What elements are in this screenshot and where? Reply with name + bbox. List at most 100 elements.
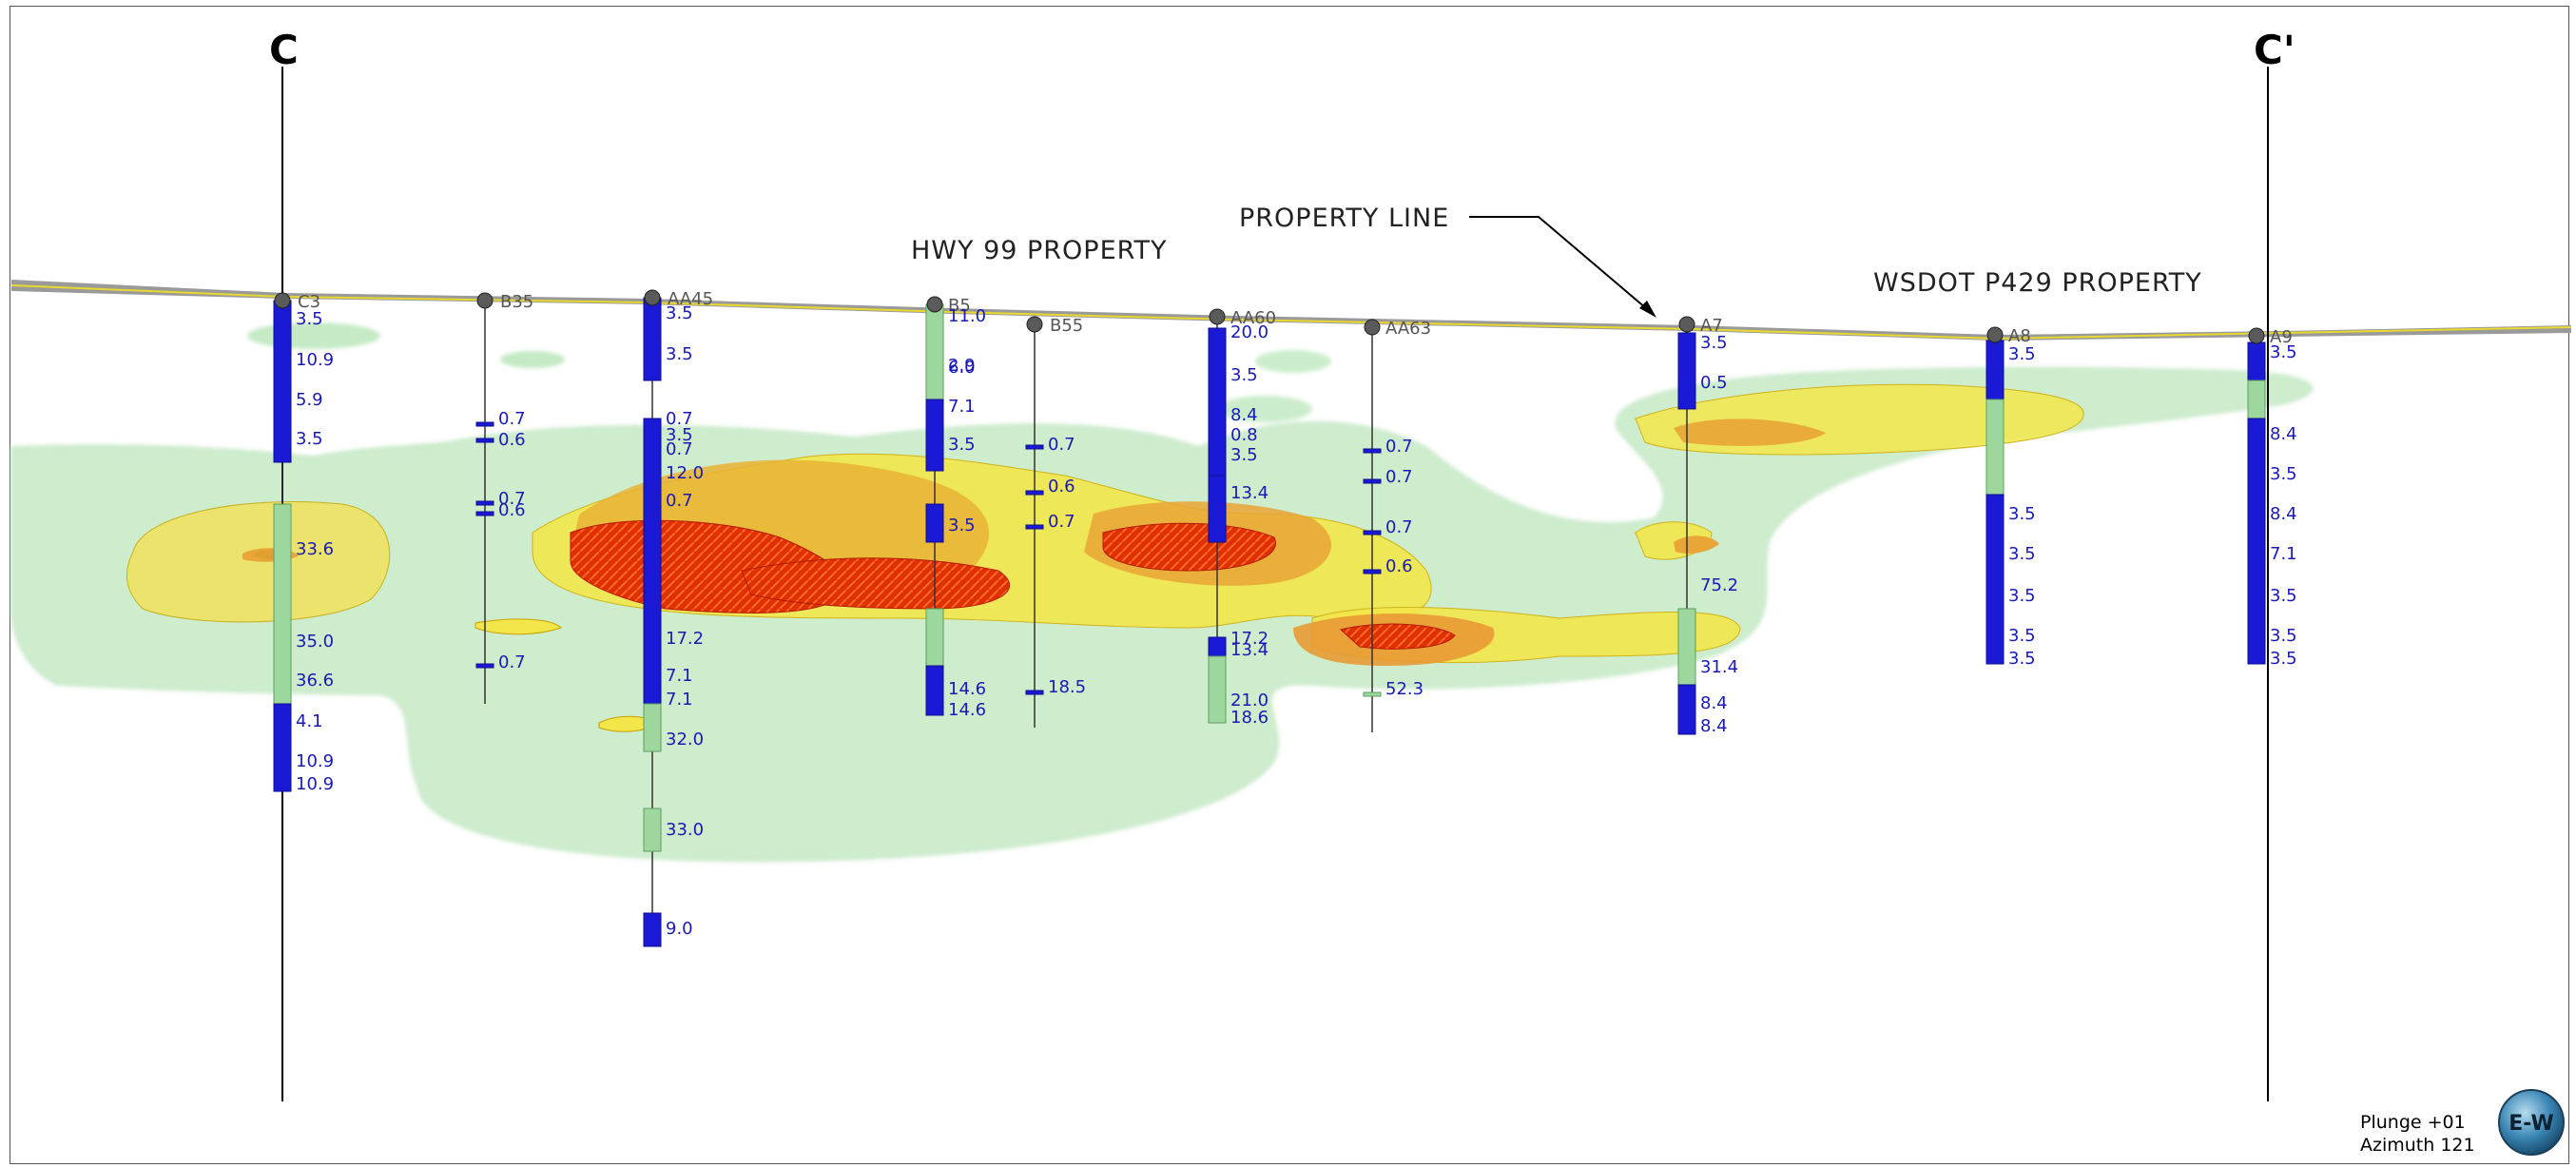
concentration-label: 14.6: [948, 700, 986, 720]
yellow-plume: [126, 383, 2084, 732]
concentration-label: 35.0: [296, 632, 334, 652]
screen-interval: [925, 665, 944, 716]
screen-interval: [475, 500, 494, 506]
well-name-label: AA45: [668, 289, 713, 309]
concentration-label: 9.0: [666, 919, 693, 939]
concentration-label: 3.5: [2008, 344, 2036, 364]
well-name-label: A9: [2270, 327, 2293, 347]
well-name-label: C3: [298, 292, 320, 312]
hwy99-property-label: HWY 99 PROPERTY: [911, 236, 1168, 265]
concentration-label: 11.0: [948, 306, 986, 326]
screen-interval: [1363, 478, 1382, 484]
screen-interval: [925, 303, 944, 400]
concentration-label: 17.2: [1230, 629, 1269, 649]
concentration-label: 3.5: [948, 516, 976, 535]
well-head-marker: [476, 292, 494, 309]
concentration-label: 13.4: [1230, 483, 1269, 503]
plunge-readout: Plunge +01: [2360, 1112, 2466, 1133]
concentration-label: 3.5: [1700, 333, 1728, 353]
screen-interval: [643, 297, 662, 381]
concentration-label: 0.6: [498, 500, 526, 520]
concentration-label: 0.6: [498, 430, 526, 450]
screen-interval: [1208, 327, 1227, 477]
concentration-label: 3.5: [666, 425, 693, 445]
screen-interval: [1677, 608, 1696, 686]
screen-interval: [1985, 494, 2005, 665]
concentration-label: 3.5: [2270, 464, 2297, 484]
screen-interval: [1208, 636, 1227, 657]
screen-interval: [1208, 475, 1227, 543]
well-name-label: AA63: [1385, 319, 1431, 339]
concentration-label: 0.6: [1048, 477, 1075, 496]
well-name-label: B5: [948, 296, 971, 316]
concentration-label: 10.9: [296, 751, 334, 771]
screen-interval: [273, 300, 292, 463]
well-head-marker: [2248, 327, 2265, 344]
screen-interval: [2247, 341, 2266, 381]
concentration-label: 3.5: [2270, 342, 2297, 362]
screen-interval: [1025, 690, 1044, 695]
compass-label: E-W: [2508, 1112, 2553, 1136]
concentration-label: 31.4: [1700, 657, 1738, 677]
screen-interval: [925, 399, 944, 472]
property-line-arrowhead: [1639, 301, 1656, 318]
concentration-label: 7.1: [2270, 544, 2297, 564]
screen-interval: [273, 503, 292, 705]
concentration-label: 36.6: [296, 671, 334, 691]
well-name-label: B55: [1050, 316, 1083, 336]
concentration-label: 12.0: [666, 463, 704, 483]
screen-interval: [475, 421, 494, 427]
concentration-label: 0.6: [1385, 556, 1413, 576]
concentration-label: 0.7: [666, 491, 693, 511]
borehole-a8: A83.53.53.53.53.53.5: [1985, 326, 2036, 669]
concentration-label: 0.8: [1230, 425, 1258, 445]
borehole-aa45: AA453.53.50.73.50.712.00.717.27.17.132.0…: [643, 289, 713, 947]
screen-interval: [1985, 340, 2005, 400]
concentration-label: 3.5: [948, 435, 976, 455]
concentration-label: 3.5: [666, 344, 693, 364]
concentration-label: 3.5: [2008, 504, 2036, 524]
concentration-label: 2.9: [948, 356, 976, 376]
concentration-label: 0.7: [498, 652, 526, 672]
concentration-label: 6.0: [948, 358, 976, 378]
concentration-label: 3.5: [2008, 649, 2036, 669]
wsdot-property-label: WSDOT P429 PROPERTY: [1873, 268, 2202, 298]
well-name-label: B35: [500, 292, 533, 312]
screen-interval: [1985, 399, 2005, 496]
concentration-label: 3.5: [1230, 445, 1258, 465]
ground-surface: [10, 280, 2572, 341]
concentration-label: 8.4: [1230, 405, 1258, 425]
well-head-marker: [644, 289, 661, 306]
concentration-label: 0.7: [666, 439, 693, 459]
concentration-label: 0.7: [666, 409, 693, 429]
concentration-label: 7.1: [666, 666, 693, 686]
concentration-label: 7.1: [948, 397, 976, 417]
concentration-label: 0.5: [1700, 373, 1728, 393]
view-compass-icon[interactable]: E-W: [2496, 1087, 2566, 1158]
screen-interval: [1363, 569, 1382, 574]
concentration-label: 20.0: [1230, 322, 1269, 342]
concentration-label: 13.4: [1230, 640, 1269, 660]
screen-interval: [475, 438, 494, 443]
concentration-label: 3.5: [1230, 365, 1258, 385]
concentration-label: 0.7: [1385, 467, 1413, 487]
boreholes: C33.510.95.93.533.635.036.64.110.910.9B3…: [273, 289, 2297, 947]
screen-interval: [643, 703, 662, 752]
concentration-label: 3.5: [2270, 626, 2297, 646]
screen-interval: [475, 511, 494, 516]
well-head-marker: [1986, 326, 2004, 343]
screen-interval: [2247, 418, 2266, 665]
screen-interval: [1363, 448, 1382, 454]
concentration-label: 0.7: [1048, 512, 1075, 532]
concentration-label: 10.9: [296, 774, 334, 794]
concentration-label: 3.5: [2008, 544, 2036, 564]
well-head-marker: [926, 296, 943, 313]
concentration-label: 8.4: [1700, 693, 1728, 713]
borehole-c3: C33.510.95.93.533.635.036.64.110.910.9: [273, 292, 334, 794]
concentration-label: 3.5: [2270, 649, 2297, 669]
concentration-label: 10.9: [296, 350, 334, 370]
